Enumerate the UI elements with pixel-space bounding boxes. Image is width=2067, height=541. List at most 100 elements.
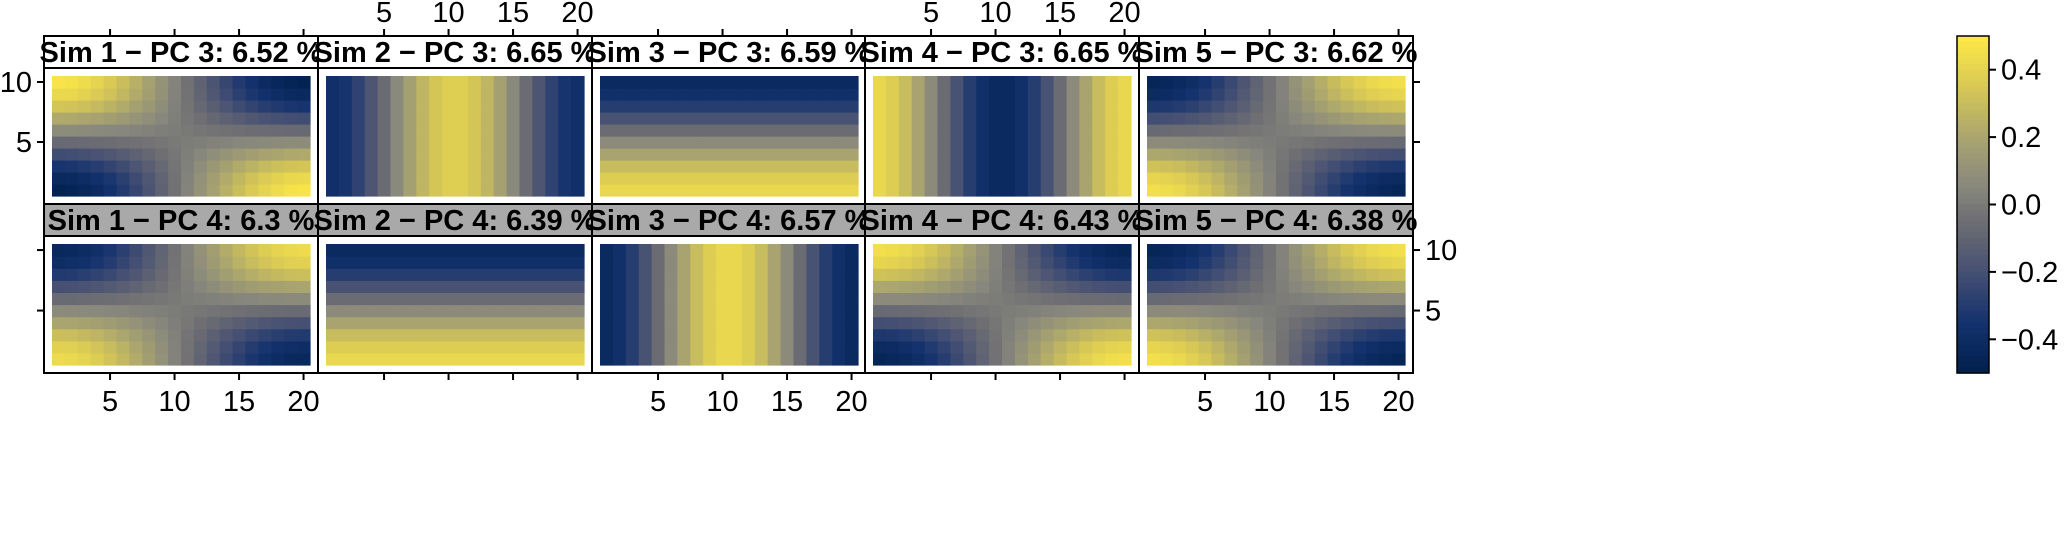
heatmap-cell	[885, 136, 900, 149]
heatmap-cell	[168, 316, 182, 330]
heatmap-cell	[1211, 184, 1225, 197]
heatmap-cell	[480, 124, 495, 137]
heatmap-cell	[793, 280, 807, 293]
heatmap-cell	[77, 172, 92, 185]
panel-sim3-pc4: Sim 3 − PC 4: 6.57 %	[588, 203, 871, 374]
heatmap-cell	[351, 88, 366, 101]
heatmap-cell	[129, 316, 143, 330]
heatmap-cell	[664, 268, 678, 281]
heatmap-cell	[1159, 124, 1174, 137]
heatmap-cell	[519, 328, 533, 342]
heatmap-cell	[545, 88, 559, 101]
heatmap-cell	[664, 172, 678, 185]
heatmap-cell	[1198, 256, 1213, 269]
heatmap-cell	[703, 136, 717, 149]
heatmap-cell	[1118, 316, 1132, 330]
heatmap-cell	[819, 148, 833, 161]
heatmap-cell	[780, 184, 795, 197]
heatmap-cell	[612, 304, 627, 318]
heatmap-cell	[898, 244, 913, 257]
heatmap-cell	[129, 256, 143, 269]
heatmap-cell	[271, 136, 285, 149]
colorbar-segment	[1957, 75, 1989, 82]
heatmap-cell	[77, 352, 92, 366]
heatmap-cell	[963, 184, 977, 197]
heatmap-cell	[664, 148, 678, 161]
heatmap-cell	[937, 76, 951, 89]
heatmap-cell	[480, 268, 495, 281]
heatmap-cell	[103, 256, 118, 269]
heatmap-cell	[1185, 100, 1200, 113]
heatmap-cell	[1301, 172, 1316, 185]
heatmap-cell	[297, 292, 311, 306]
heatmap-cell	[612, 328, 627, 342]
heatmap-cell	[1014, 88, 1029, 101]
heatmap-cell	[677, 316, 691, 330]
heatmap-cell	[767, 160, 782, 173]
heatmap-cell	[232, 76, 247, 89]
heatmap-cell	[493, 160, 508, 173]
heatmap-cell	[1276, 160, 1290, 173]
heatmap-cell	[1211, 160, 1225, 173]
heatmap-cell	[155, 124, 169, 137]
heatmap-cell	[377, 184, 392, 197]
heatmap-cell	[284, 328, 298, 342]
heatmap-cell	[571, 352, 585, 366]
heatmap-cell	[90, 124, 105, 137]
heatmap-cell	[651, 100, 666, 113]
heatmap-cell	[716, 88, 730, 101]
heatmap-cell	[364, 100, 379, 113]
heatmap-cell	[1276, 244, 1290, 257]
heatmap-cell	[950, 184, 964, 197]
heatmap-cell	[77, 244, 92, 257]
heatmap-cell	[976, 88, 990, 101]
heatmap-cell	[155, 292, 169, 306]
heatmap-cell	[245, 76, 259, 89]
heatmap-cell	[612, 268, 627, 281]
heatmap-cell	[1340, 328, 1354, 342]
heatmap-cell	[1027, 172, 1042, 185]
heatmap-cell	[754, 268, 769, 281]
heatmap-cell	[455, 136, 469, 149]
heatmap-cell	[403, 100, 417, 113]
heatmap-cell	[1198, 76, 1213, 89]
heatmap-cell	[1040, 148, 1055, 161]
heatmap-cell	[377, 112, 392, 125]
panel-title: Sim 1 − PC 3: 6.52 %	[40, 37, 323, 69]
heatmap-cell	[545, 304, 559, 318]
heatmap-cell	[1327, 316, 1342, 330]
heatmap-cell	[780, 304, 795, 318]
heatmap-cell	[1392, 160, 1406, 173]
heatmap-cell	[284, 112, 298, 125]
heatmap-cell	[729, 280, 743, 293]
heatmap-cell	[1301, 340, 1316, 354]
heatmap-cell	[168, 304, 182, 318]
heatmap-cell	[845, 244, 859, 257]
heatmap-cell	[1392, 100, 1406, 113]
heatmap-cell	[651, 172, 666, 185]
heatmap-cell	[638, 124, 653, 137]
heatmap-cell	[1314, 76, 1329, 89]
heatmap-cell	[545, 160, 559, 173]
colorbar: 0.40.20.0−0.2−0.4	[1956, 35, 2058, 374]
heatmap-cell	[377, 352, 392, 366]
heatmap-cell	[638, 340, 653, 354]
heatmap-cell	[1379, 268, 1393, 281]
heatmap-cell	[90, 256, 105, 269]
heatmap-cell	[1379, 76, 1393, 89]
heatmap-cell	[532, 340, 546, 354]
heatmap-cell	[545, 292, 559, 306]
heatmap-cell	[950, 76, 964, 89]
heatmap-cell	[989, 172, 1003, 185]
heatmap-cell	[625, 172, 640, 185]
heatmap-cell	[168, 292, 182, 306]
heatmap-cell	[52, 304, 66, 318]
heatmap-cell	[963, 88, 977, 101]
heatmap-cell	[806, 76, 820, 89]
heatmap-cell	[1276, 88, 1290, 101]
heatmap-cell	[338, 340, 353, 354]
heatmap-cell	[1237, 280, 1251, 293]
heatmap-cell	[519, 340, 533, 354]
heatmap-cell	[506, 112, 521, 125]
heatmap-cell	[519, 184, 533, 197]
